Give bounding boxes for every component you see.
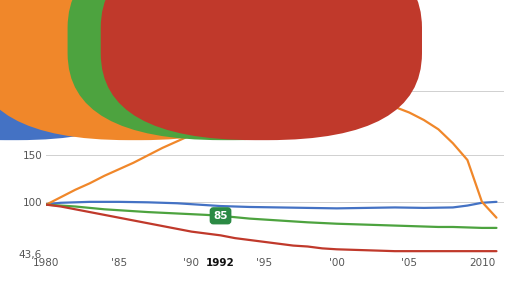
- Text: Soins de suite et réadaptation: Soins de suite et réadaptation: [21, 36, 164, 45]
- Text: MCO: MCO: [237, 36, 260, 45]
- Text: Psychiatrie: Psychiatrie: [270, 36, 323, 45]
- Text: Soins de longue durée: Soins de longue durée: [144, 36, 250, 45]
- Text: Base 100 = 1980: Base 100 = 1980: [5, 9, 95, 19]
- Text: 85: 85: [213, 211, 228, 221]
